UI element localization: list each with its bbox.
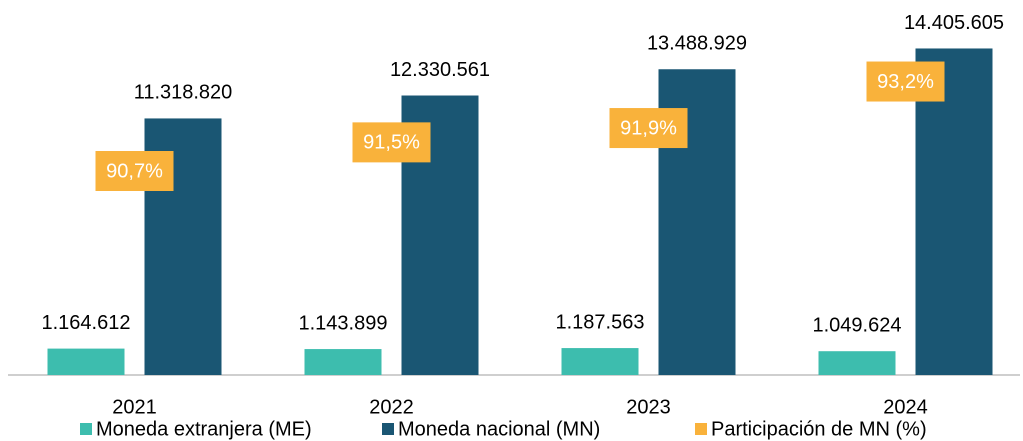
percent-label: 93,2% xyxy=(877,71,934,93)
data-label: 11.318.820 xyxy=(134,82,233,104)
data-label: 1.187.563 xyxy=(556,311,645,333)
x-tick-label: 2021 xyxy=(112,396,157,418)
bar xyxy=(915,48,993,375)
percent-box xyxy=(609,108,688,149)
bar xyxy=(818,351,896,375)
bar xyxy=(561,348,639,375)
data-label: 12.330.561 xyxy=(390,59,490,81)
bar xyxy=(47,348,125,375)
legend-label: Participación de MN (%) xyxy=(711,418,927,440)
data-label: 14.405.605 xyxy=(904,12,1004,34)
legend-swatch xyxy=(695,423,707,435)
percent-box xyxy=(866,61,945,102)
legend-swatch xyxy=(382,423,394,435)
x-tick-label: 2024 xyxy=(883,396,928,418)
percent-label: 91,5% xyxy=(363,132,420,154)
x-tick-label: 2022 xyxy=(369,396,414,418)
data-label: 1.143.899 xyxy=(299,312,388,334)
percent-label: 90,7% xyxy=(106,160,163,182)
legend-label: Moneda extranjera (ME) xyxy=(96,418,312,440)
percent-label: 91,9% xyxy=(620,117,677,139)
data-label: 1.164.612 xyxy=(42,312,131,334)
data-label: 1.049.624 xyxy=(813,314,902,336)
data-label: 13.488.929 xyxy=(647,33,747,55)
x-tick-label: 2023 xyxy=(626,396,671,418)
percent-box xyxy=(95,151,174,191)
legend-swatch xyxy=(80,423,92,435)
legend-label: Moneda nacional (MN) xyxy=(398,418,600,440)
bar xyxy=(304,349,382,375)
percent-box xyxy=(352,122,431,163)
